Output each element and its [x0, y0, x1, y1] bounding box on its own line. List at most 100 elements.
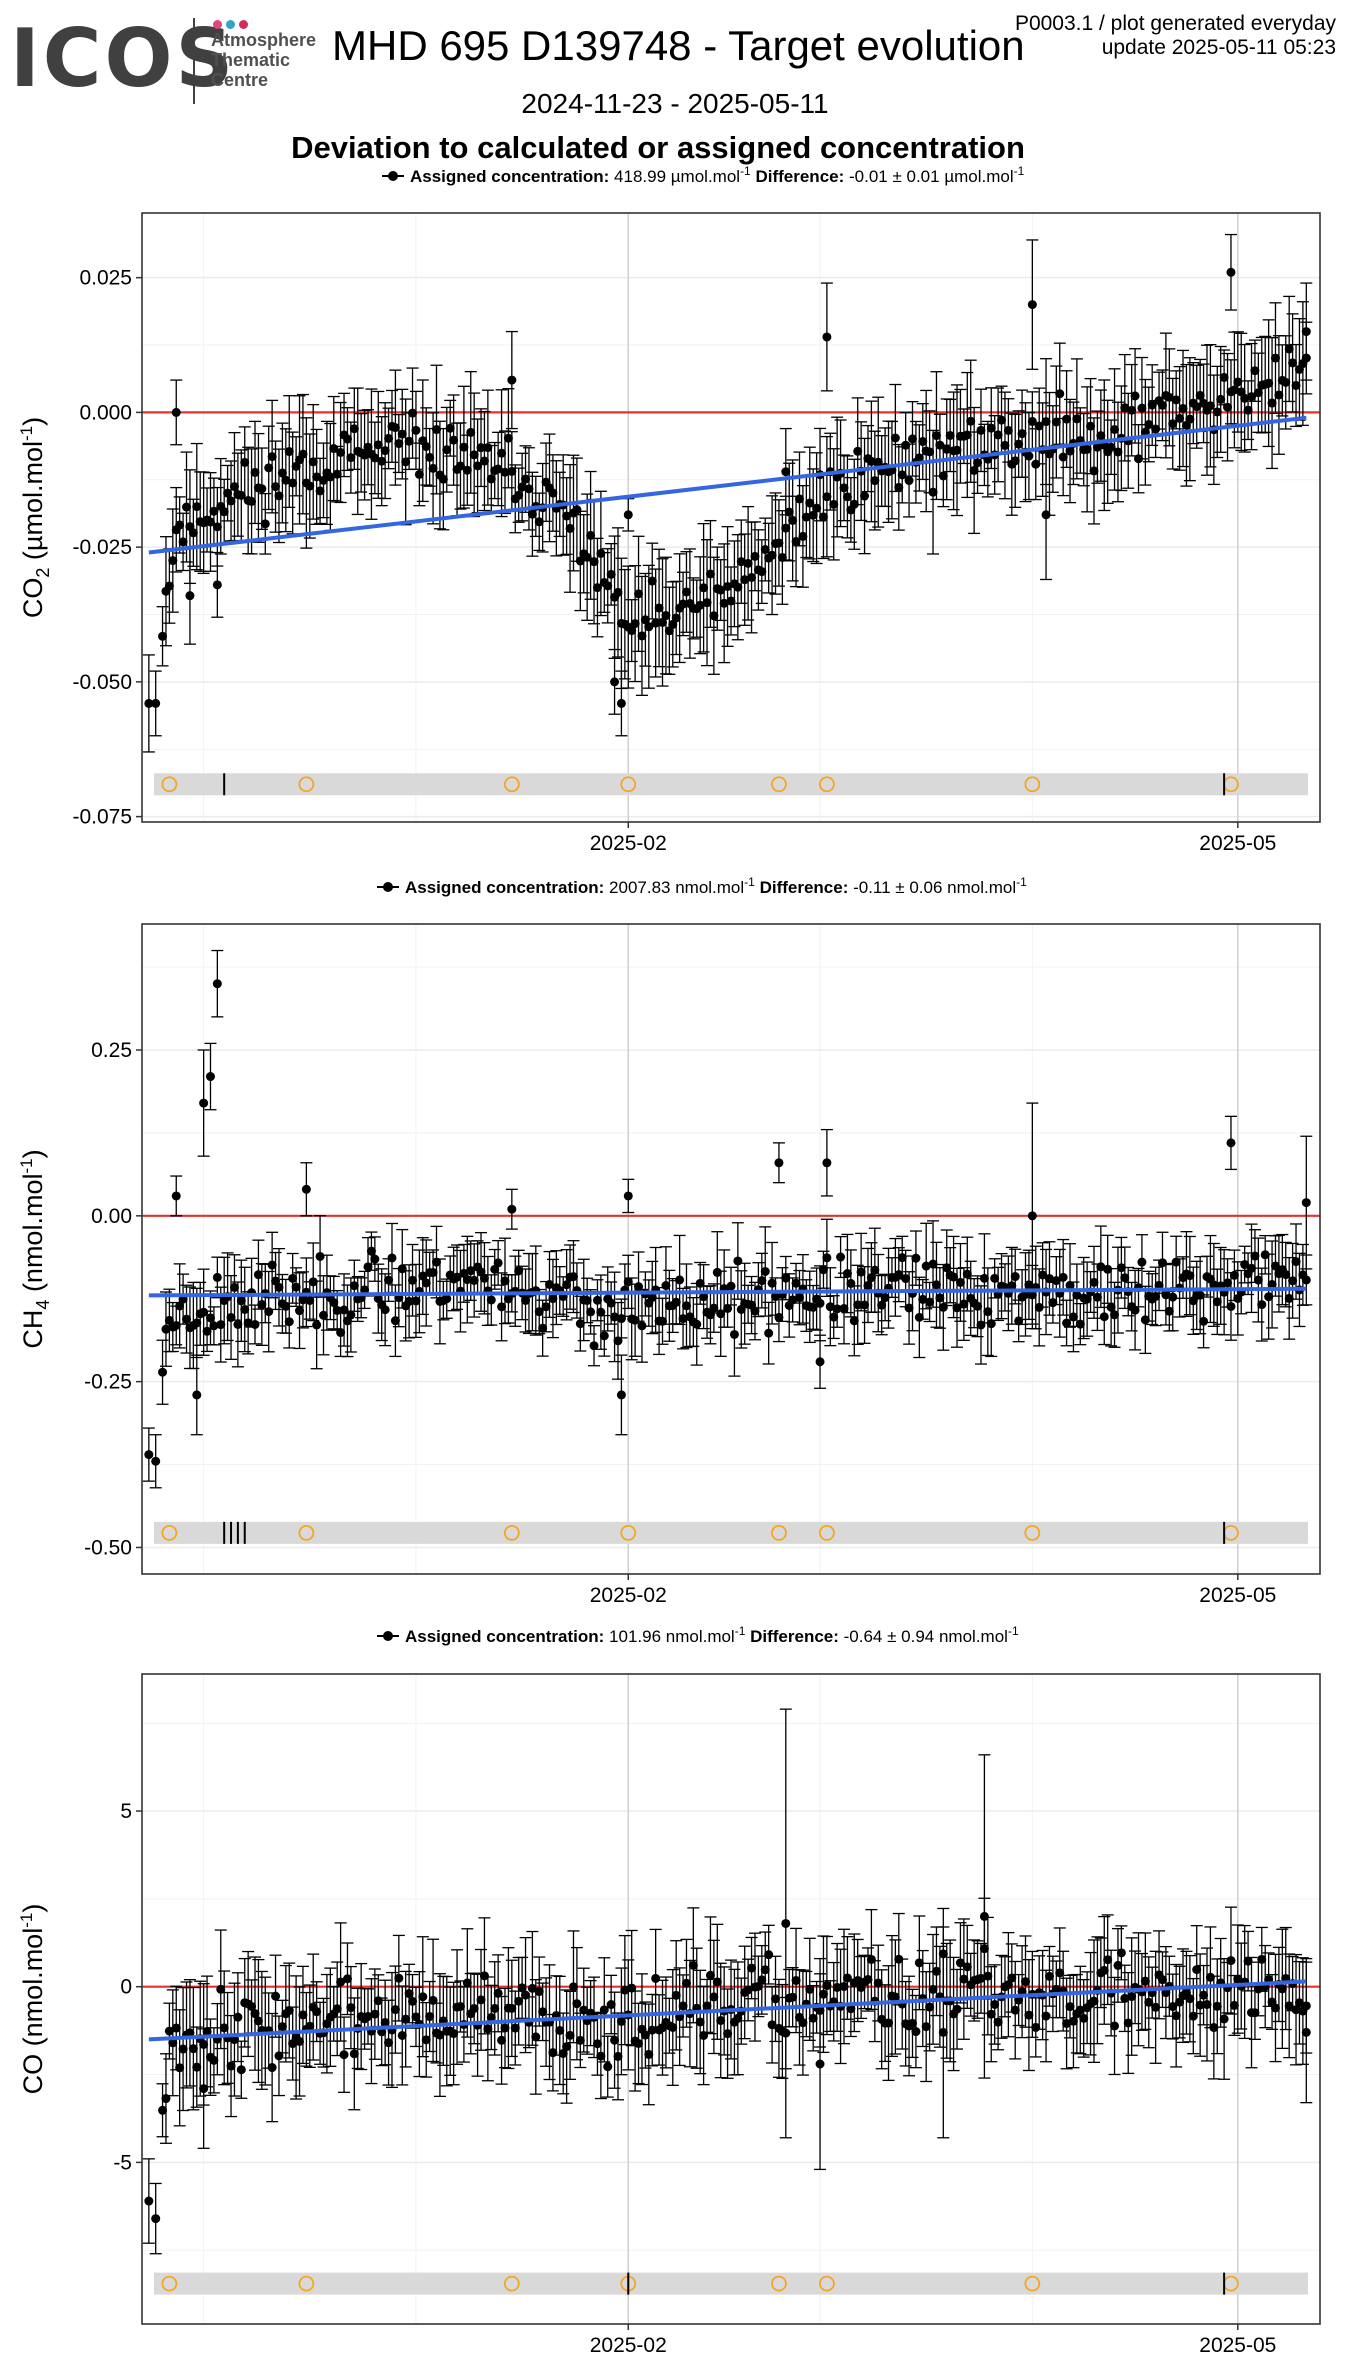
data-point: [503, 433, 513, 443]
data-point: [1110, 424, 1120, 434]
data-point: [1216, 394, 1226, 404]
data-point: [757, 1975, 767, 1985]
data-point: [736, 557, 746, 567]
data-point: [973, 1301, 983, 1311]
event-marker: [298, 1524, 315, 1541]
data-point: [253, 2016, 263, 2026]
data-point: [1092, 442, 1102, 452]
data-point: [990, 1273, 1000, 1283]
data-point: [1223, 1278, 1233, 1288]
data-point: [986, 423, 996, 433]
data-point: [757, 567, 767, 577]
data-point: [360, 1285, 370, 1295]
data-point: [185, 591, 195, 601]
data-point: [1164, 392, 1174, 402]
data-point: [421, 1278, 431, 1288]
data-point: [668, 2022, 678, 2032]
data-point: [651, 1973, 661, 1983]
data-point: [794, 494, 804, 504]
data-point: [1044, 1273, 1054, 1283]
data-point: [928, 1259, 938, 1269]
data-point: [616, 1390, 626, 1400]
y-axis-unit-sup: -1: [17, 1158, 36, 1173]
data-point: [914, 453, 924, 463]
data-point: [757, 1276, 767, 1286]
data-point: [171, 1320, 181, 1330]
data-point: [1113, 447, 1123, 457]
data-point: [1041, 417, 1051, 427]
data-point: [414, 469, 424, 479]
data-point: [1092, 1292, 1102, 1302]
data-point: [825, 1302, 835, 1312]
data-point: [962, 430, 972, 440]
data-point: [808, 1302, 818, 1312]
data-point: [216, 1984, 226, 1994]
data-point: [1089, 466, 1099, 476]
data-point: [603, 581, 613, 591]
data-point: [1151, 1291, 1161, 1301]
data-point: [969, 465, 979, 475]
data-point: [493, 1988, 503, 1998]
data-point: [1051, 417, 1061, 427]
data-point: [853, 446, 863, 456]
data-point: [243, 1318, 253, 1328]
data-point: [1120, 1993, 1130, 2003]
data-point: [599, 2005, 609, 2015]
x-tick-label: 2025-02: [590, 832, 667, 855]
event-marker: [161, 1524, 178, 1541]
data-point: [712, 1267, 722, 1277]
data-point: [781, 1273, 791, 1283]
data-point: [568, 1272, 578, 1282]
data-point: [271, 1991, 281, 2001]
data-point: [911, 2027, 921, 2037]
data-point: [788, 1992, 798, 2002]
data-point: [1226, 1956, 1236, 1966]
data-point: [257, 1300, 267, 1310]
data-point: [267, 452, 277, 462]
data-point: [295, 1306, 305, 1316]
data-point: [315, 1251, 325, 1261]
data-point: [284, 447, 294, 457]
data-point: [1058, 1272, 1068, 1282]
data-point: [894, 482, 904, 492]
data-point: [1003, 425, 1013, 435]
data-point: [205, 517, 215, 527]
y-tick-label: 0.00: [91, 1205, 132, 1228]
data-point: [274, 491, 284, 501]
data-point: [675, 1275, 685, 1285]
data-point: [1099, 1312, 1109, 1322]
data-point: [192, 1390, 202, 1400]
data-point: [647, 1293, 657, 1303]
data-point: [760, 1965, 770, 1975]
data-point: [849, 1316, 859, 1326]
data-point: [870, 1265, 880, 1275]
data-point: [1257, 1954, 1267, 1964]
data-point: [863, 1974, 873, 1984]
data-point: [394, 1973, 404, 1983]
data-point: [1223, 402, 1233, 412]
data-point: [688, 1960, 698, 1970]
data-point: [596, 2051, 606, 2061]
data-point: [1140, 1976, 1150, 1986]
data-point: [1010, 2005, 1020, 2015]
data-point: [332, 2004, 342, 2014]
data-point: [699, 1292, 709, 1302]
data-point: [387, 1253, 397, 1263]
data-point: [1229, 2000, 1239, 2010]
data-point: [747, 1963, 757, 1973]
data-point: [500, 467, 510, 477]
data-point: [541, 1302, 551, 1312]
data-point: [507, 375, 517, 385]
data-point: [979, 1911, 989, 1921]
data-point: [339, 1305, 349, 1315]
data-point: [976, 425, 986, 435]
data-point: [616, 698, 626, 708]
data-point: [1281, 377, 1291, 387]
data-point: [1041, 510, 1051, 520]
data-point: [644, 622, 654, 632]
plot-border: [141, 1673, 1321, 2325]
data-point: [678, 2001, 688, 2011]
event-marker: [620, 776, 637, 793]
data-point: [212, 979, 222, 989]
data-point: [168, 2038, 178, 2048]
